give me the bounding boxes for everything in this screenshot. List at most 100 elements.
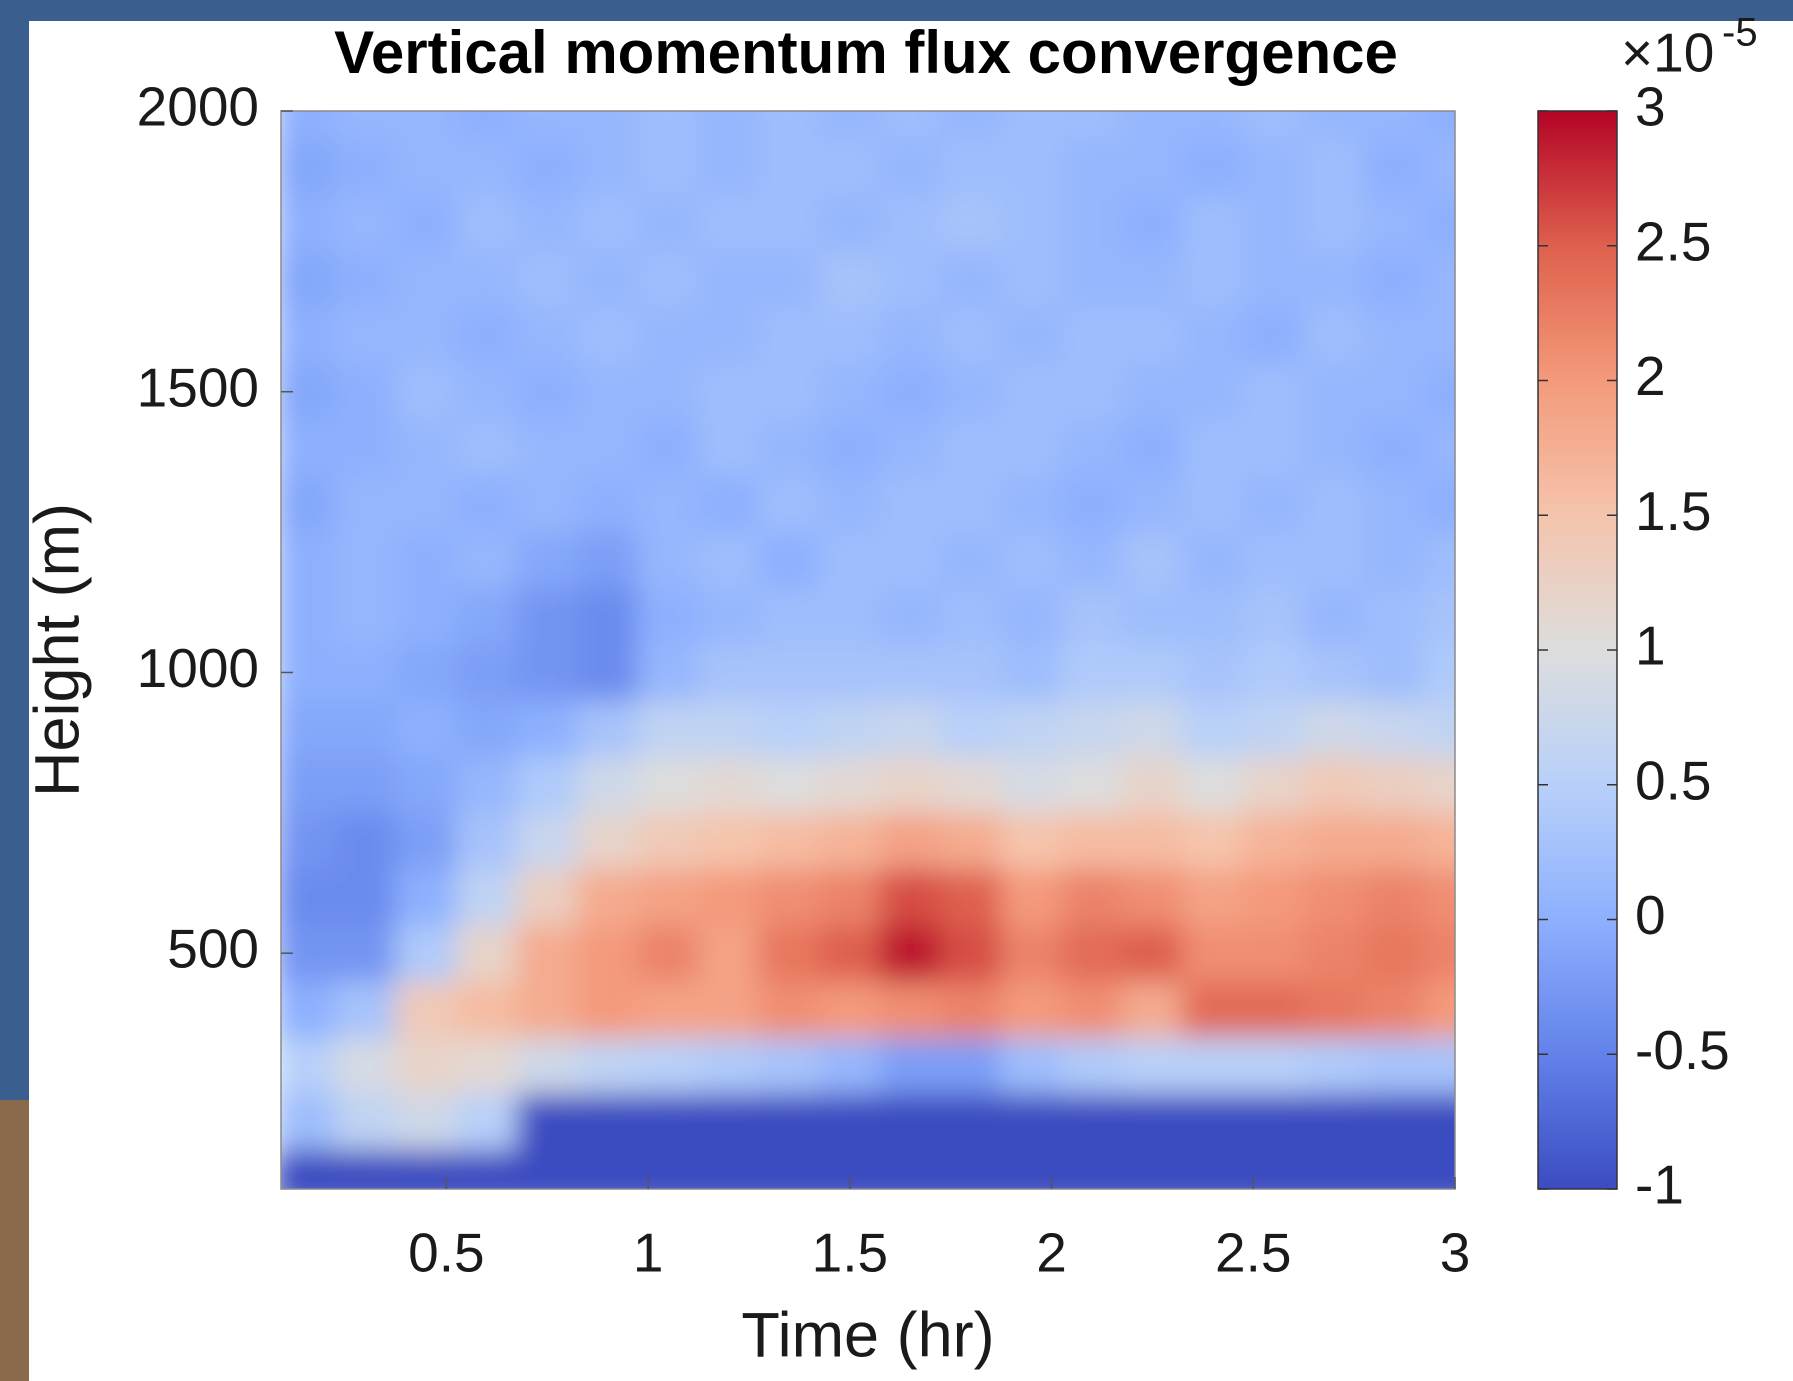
heatmap-cell xyxy=(1000,419,1063,477)
heatmap-cell xyxy=(1121,980,1184,1038)
heatmap-cell xyxy=(455,868,518,926)
y-axis-label: Height (m) xyxy=(23,503,93,797)
heatmap-cell xyxy=(637,363,700,421)
y-tick-label: 2000 xyxy=(137,76,259,138)
heatmap-cell xyxy=(334,307,397,365)
heatmap-cell xyxy=(395,531,457,589)
heatmap-cell xyxy=(698,1149,760,1189)
heatmap-cell xyxy=(577,138,639,196)
heatmap-cell xyxy=(1061,1093,1123,1151)
heatmap-cell xyxy=(334,587,397,645)
heatmap-cell xyxy=(577,1093,639,1151)
heatmap-cell xyxy=(516,194,579,252)
heatmap-cell xyxy=(1303,868,1365,926)
heatmap-cell xyxy=(637,307,700,365)
heatmap-cell xyxy=(334,1036,397,1095)
heatmap-cell xyxy=(1242,531,1305,589)
heatmap-cell xyxy=(1363,194,1426,252)
heatmap-cell xyxy=(698,194,760,252)
heatmap-cell xyxy=(940,700,1002,758)
heatmap-cell xyxy=(1363,419,1426,477)
heatmap-cell xyxy=(758,1036,821,1095)
heatmap-cell xyxy=(637,419,700,477)
heatmap-cell xyxy=(281,812,336,870)
heatmap-cell xyxy=(1061,194,1123,252)
heatmap-cell xyxy=(455,1149,518,1189)
heatmap-cell xyxy=(1061,980,1123,1038)
heatmap-cell xyxy=(1242,194,1305,252)
heatmap-cell xyxy=(698,531,760,589)
heatmap-cell xyxy=(819,812,881,870)
heatmap-cell xyxy=(698,643,760,702)
heatmap-cell xyxy=(1000,194,1063,252)
photo-edge xyxy=(0,1100,29,1381)
heatmap-cell xyxy=(940,868,1002,926)
heatmap-cell xyxy=(1303,138,1365,196)
heatmap-cell xyxy=(698,111,760,140)
heatmap-cell xyxy=(1242,138,1305,196)
heatmap-cell xyxy=(698,419,760,477)
heatmap-cell xyxy=(577,756,639,814)
heatmap-cell xyxy=(334,756,397,814)
heatmap-cell xyxy=(940,980,1002,1038)
heatmap-cell xyxy=(455,812,518,870)
heatmap-cell xyxy=(1182,1149,1244,1189)
heatmap-cell xyxy=(879,475,942,533)
heatmap-cell xyxy=(334,419,397,477)
x-tick-label: 1.5 xyxy=(812,1222,888,1284)
heatmap-cell xyxy=(1121,643,1184,702)
heatmap-cell xyxy=(455,250,518,309)
heatmap-cell xyxy=(1242,475,1305,533)
heatmap-cell xyxy=(334,138,397,196)
heatmap-cell xyxy=(1424,307,1455,365)
heatmap-cell xyxy=(455,1093,518,1151)
heatmap-cell xyxy=(516,307,579,365)
heatmap-cell xyxy=(637,756,700,814)
heatmap-cell xyxy=(698,812,760,870)
heatmap-cell xyxy=(1363,1036,1426,1095)
heatmap-cell xyxy=(395,756,457,814)
heatmap-cell xyxy=(1000,980,1063,1038)
heatmap-cell xyxy=(637,138,700,196)
heatmap-cell xyxy=(879,924,942,982)
heatmap-cell xyxy=(516,250,579,309)
colorbar-tick-label: -0.5 xyxy=(1635,1019,1730,1081)
heatmap-cell xyxy=(516,700,579,758)
heatmap-cell xyxy=(879,419,942,477)
heatmap-cell xyxy=(819,700,881,758)
heatmap-cell xyxy=(819,138,881,196)
heatmap-cell xyxy=(637,531,700,589)
heatmap-cell xyxy=(577,643,639,702)
heatmap-cell xyxy=(455,700,518,758)
heatmap-cell xyxy=(1363,531,1426,589)
heatmap-cell xyxy=(281,111,336,140)
heatmap-cell xyxy=(819,1093,881,1151)
heatmap-cell xyxy=(1242,924,1305,982)
heatmap-cell xyxy=(1121,363,1184,421)
heatmap-cell xyxy=(1303,980,1365,1038)
heatmap-cell xyxy=(819,980,881,1038)
heatmap-cell xyxy=(1000,475,1063,533)
heatmap-cell xyxy=(395,363,457,421)
heatmap-cell xyxy=(577,700,639,758)
heatmap xyxy=(281,111,1455,1189)
heatmap-cell xyxy=(1182,812,1244,870)
heatmap-cell xyxy=(334,250,397,309)
heatmap-cell xyxy=(1303,812,1365,870)
heatmap-cell xyxy=(577,531,639,589)
colorbar-multiplier: ×10 xyxy=(1621,22,1714,84)
heatmap-cell xyxy=(758,812,821,870)
heatmap-cell xyxy=(1424,250,1455,309)
heatmap-cell xyxy=(1303,700,1365,758)
heatmap-cell xyxy=(819,643,881,702)
heatmap-cell xyxy=(698,587,760,645)
heatmap-cell xyxy=(1182,643,1244,702)
heatmap-cell xyxy=(1061,812,1123,870)
heatmap-cell xyxy=(395,643,457,702)
heatmap-cell xyxy=(577,475,639,533)
heatmap-cell xyxy=(1363,111,1426,140)
heatmap-cell xyxy=(1121,307,1184,365)
heatmap-cell xyxy=(577,307,639,365)
y-tick-label: 500 xyxy=(167,918,259,980)
